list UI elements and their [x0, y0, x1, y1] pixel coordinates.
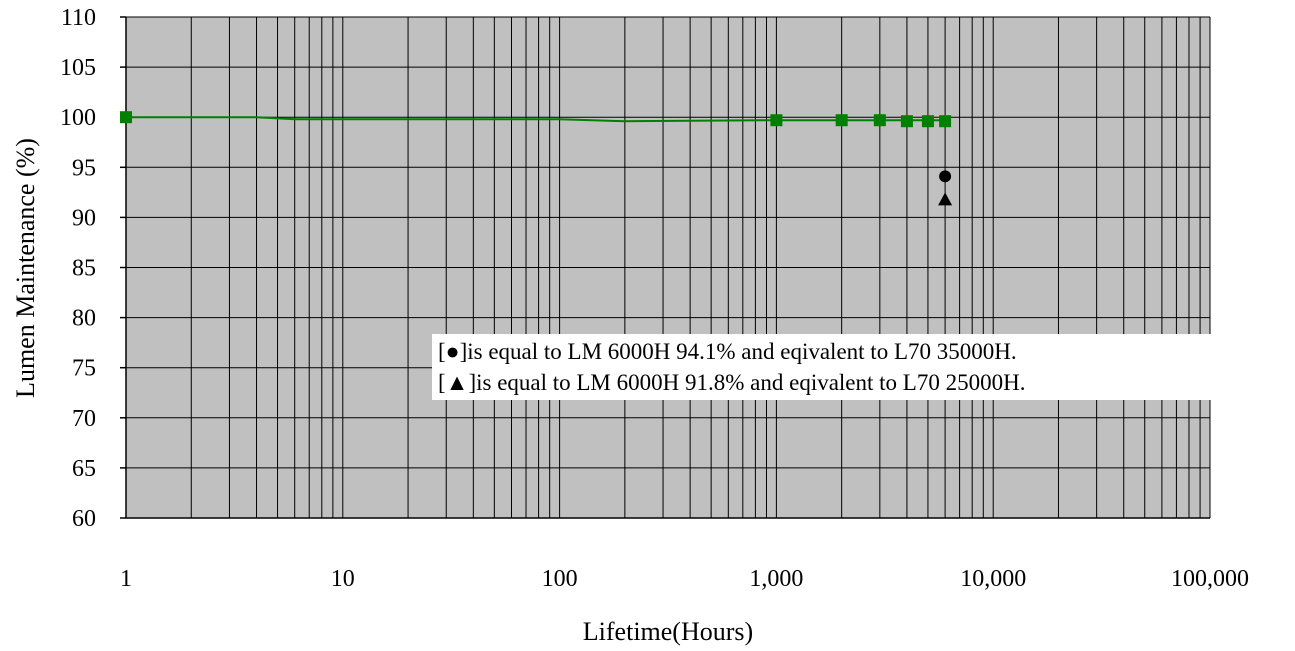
legend-triangle-symbol: ▲	[446, 370, 469, 395]
circle-marker	[939, 170, 952, 183]
y-tick-label: 70	[72, 406, 96, 432]
legend-entry-triangle: [▲]is equal to LM 6000H 91.8% and eqival…	[438, 370, 1025, 395]
x-tick-label: 10	[331, 566, 355, 592]
square-marker	[873, 114, 886, 127]
square-marker	[921, 115, 934, 128]
y-tick-label: 95	[72, 155, 96, 181]
triangle-marker	[938, 192, 953, 206]
y-tick-label: 60	[72, 506, 96, 532]
x-axis-title: Lifetime(Hours)	[583, 617, 753, 646]
y-tick-label: 90	[72, 205, 96, 231]
x-tick-label: 100,000	[1171, 566, 1249, 592]
x-tick-label: 10,000	[960, 566, 1026, 592]
y-tick-label: 105	[60, 55, 96, 81]
y-tick-label: 110	[61, 5, 96, 31]
legend-circle-symbol: ●	[446, 339, 460, 364]
y-tick-label: 65	[72, 456, 96, 482]
square-marker	[120, 111, 132, 124]
square-marker	[900, 115, 913, 128]
square-marker	[770, 114, 783, 127]
y-axis-title: Lumen Maintenance (%)	[11, 138, 40, 398]
legend-background	[432, 334, 1214, 400]
y-tick-label: 85	[72, 256, 96, 282]
y-tick-labels: 60 65 70 75 80 85 90 95 100 105 110	[60, 5, 96, 532]
x-tick-label: 1	[120, 566, 132, 592]
square-marker	[939, 115, 952, 128]
square-marker	[835, 114, 848, 127]
y-tick-label: 80	[72, 306, 96, 332]
y-tick-label: 100	[60, 105, 96, 131]
y-tick-label: 75	[72, 356, 96, 382]
x-tick-label: 100	[542, 566, 578, 592]
x-tick-label: 1,000	[749, 566, 803, 592]
legend: [●]is equal to LM 6000H 94.1% and eqival…	[432, 334, 1214, 400]
legend-entry-circle: [●]is equal to LM 6000H 94.1% and eqival…	[438, 339, 1017, 364]
grid-lines	[125, 16, 1211, 519]
data-series	[120, 111, 953, 206]
x-tick-labels: 1 10 100 1,000 10,000 100,000	[120, 566, 1249, 592]
